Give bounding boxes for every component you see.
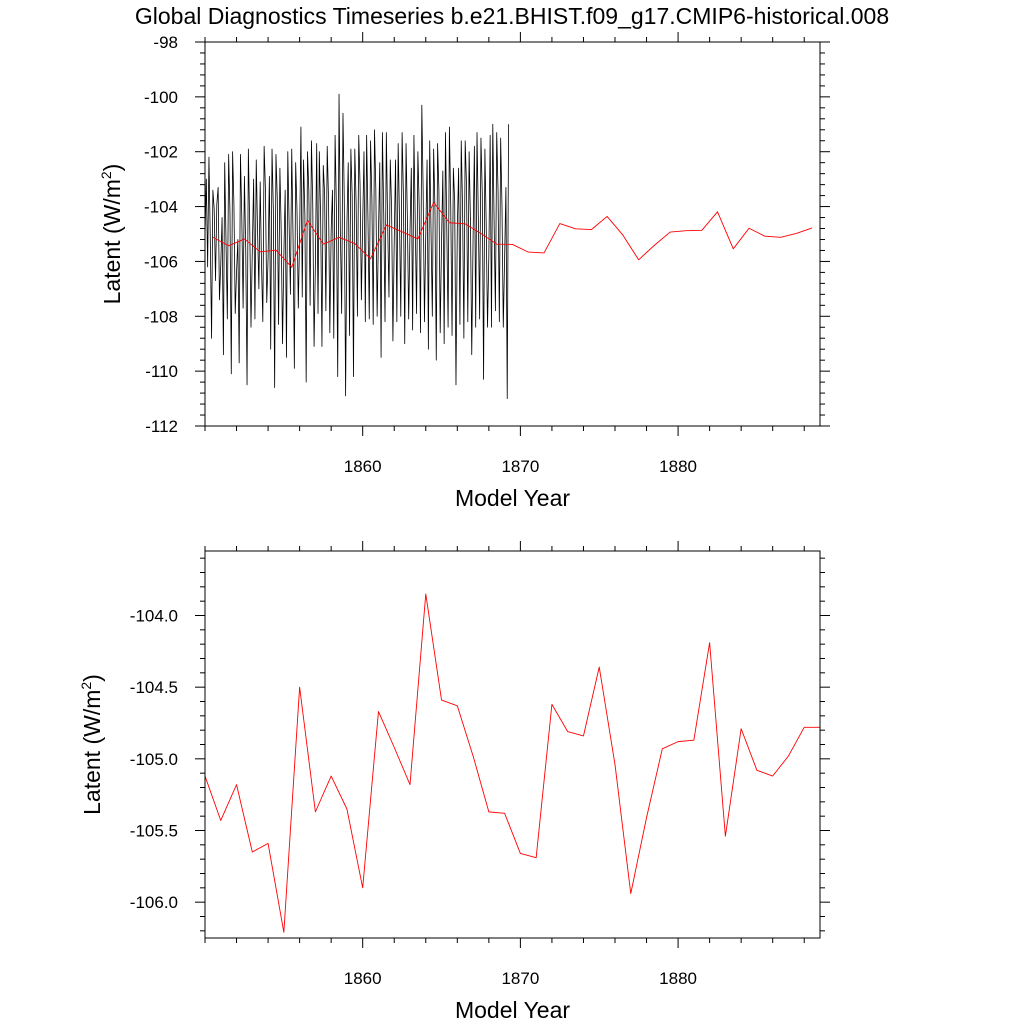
y-axis-title: Latent (W/m2) xyxy=(98,164,125,305)
plot-frame xyxy=(204,550,821,939)
x-tick-label: 1870 xyxy=(501,457,539,476)
x-axis-title: Model Year xyxy=(455,997,570,1023)
y-tick-label: -106.0 xyxy=(130,893,178,912)
y-tick-label: -102 xyxy=(144,143,178,162)
x-tick-label: 1880 xyxy=(659,969,697,988)
series-line-monthly xyxy=(205,93,509,399)
y-tick-label: -105.0 xyxy=(130,750,178,769)
y-tick-label: -106 xyxy=(144,252,178,271)
y-tick-label: -100 xyxy=(144,88,178,107)
y-axis-title: Latent (W/m2) xyxy=(78,674,105,815)
x-tick-label: 1880 xyxy=(659,457,697,476)
x-tick-label: 1870 xyxy=(501,969,539,988)
y-tick-label: -112 xyxy=(145,417,178,436)
top-panel: -112 -110 -108 -106 -104 -102 -100 -98 1860 1870 1… xyxy=(98,32,830,511)
bottom-panel: -106.0 -105.5 -105.0 -104.5 -104.0 1860 1870 18… xyxy=(78,541,830,1023)
x-axis-title: Model Year xyxy=(455,485,570,511)
y-tick-label: -110 xyxy=(145,362,178,381)
figure-title: Global Diagnostics Timeseries b.e21.BHIS… xyxy=(135,3,889,29)
y-tick-label: -108 xyxy=(144,307,178,326)
y-axis-title-main: Latent (W/m xyxy=(79,690,105,815)
y-axis-title-tail: ) xyxy=(99,164,125,172)
series-line-annual xyxy=(212,202,813,268)
y-axis-title-tail: ) xyxy=(79,674,105,682)
y-axis-title-superscript: 2 xyxy=(98,171,114,179)
y-tick-label: -104.5 xyxy=(130,678,178,697)
y-tick-label: -104.0 xyxy=(130,607,178,626)
series-line-annual xyxy=(205,593,820,933)
y-axis-title-superscript: 2 xyxy=(78,682,94,690)
y-axis-title-main: Latent (W/m xyxy=(99,179,125,304)
x-tick-label: 1860 xyxy=(344,457,382,476)
y-tick-label: -98 xyxy=(153,33,178,52)
y-tick-label: -104 xyxy=(144,198,178,217)
y-tick-label: -105.5 xyxy=(130,822,178,841)
plot-frame xyxy=(204,41,821,427)
x-tick-label: 1860 xyxy=(344,969,382,988)
